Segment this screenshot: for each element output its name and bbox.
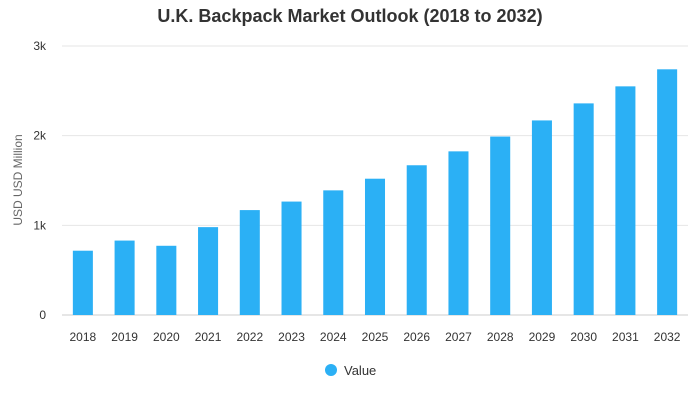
y-tick-label: 0 — [39, 308, 46, 322]
x-tick-label: 2020 — [153, 330, 180, 344]
legend-label-value: Value — [344, 363, 376, 378]
bar-2025[interactable] — [364, 178, 386, 315]
y-tick-label: 2k — [33, 129, 47, 143]
bar-2029[interactable] — [531, 120, 552, 315]
x-tick-label: 2027 — [445, 330, 472, 344]
x-tick-label: 2018 — [70, 330, 97, 344]
x-tick-label: 2024 — [320, 330, 347, 344]
bar-2027[interactable] — [448, 151, 469, 315]
bar-2018[interactable] — [72, 250, 93, 315]
chart-title: U.K. Backpack Market Outlook (2018 to 20… — [157, 6, 543, 26]
x-tick-label: 2028 — [487, 330, 514, 344]
x-tick-label: 2029 — [529, 330, 556, 344]
bar-2031[interactable] — [615, 86, 636, 315]
x-tick-label: 2022 — [236, 330, 263, 344]
legend-swatch-value — [325, 364, 337, 376]
y-axis-title: USD USD Million — [11, 134, 25, 225]
bar-2020[interactable] — [156, 245, 177, 315]
y-tick-label: 3k — [33, 39, 47, 53]
x-tick-label: 2030 — [570, 330, 597, 344]
bar-2028[interactable] — [490, 136, 511, 315]
x-tick-label: 2026 — [403, 330, 430, 344]
bar-2021[interactable] — [198, 227, 219, 315]
bar-2022[interactable] — [239, 210, 260, 315]
bar-2032[interactable] — [657, 69, 678, 316]
x-tick-label: 2023 — [278, 330, 305, 344]
bars-layer — [72, 69, 678, 316]
x-tick-label: 2019 — [111, 330, 138, 344]
legend[interactable]: Value — [325, 363, 376, 378]
bar-2024[interactable] — [323, 190, 344, 315]
bar-2023[interactable] — [281, 201, 302, 315]
bar-2026[interactable] — [406, 165, 427, 315]
y-axis-ticks: 0 1k 2k 3k — [33, 39, 47, 322]
bar-2019[interactable] — [114, 240, 135, 315]
x-axis-ticks: 2018 2019 2020 2021 2022 2023 2024 2025 2026 2027… — [70, 330, 681, 344]
bar-2030[interactable] — [573, 103, 594, 316]
x-tick-label: 2031 — [612, 330, 639, 344]
x-tick-label: 2025 — [362, 330, 389, 344]
y-tick-label: 1k — [33, 218, 47, 232]
x-tick-label: 2021 — [195, 330, 222, 344]
x-tick-label: 2032 — [654, 330, 681, 344]
